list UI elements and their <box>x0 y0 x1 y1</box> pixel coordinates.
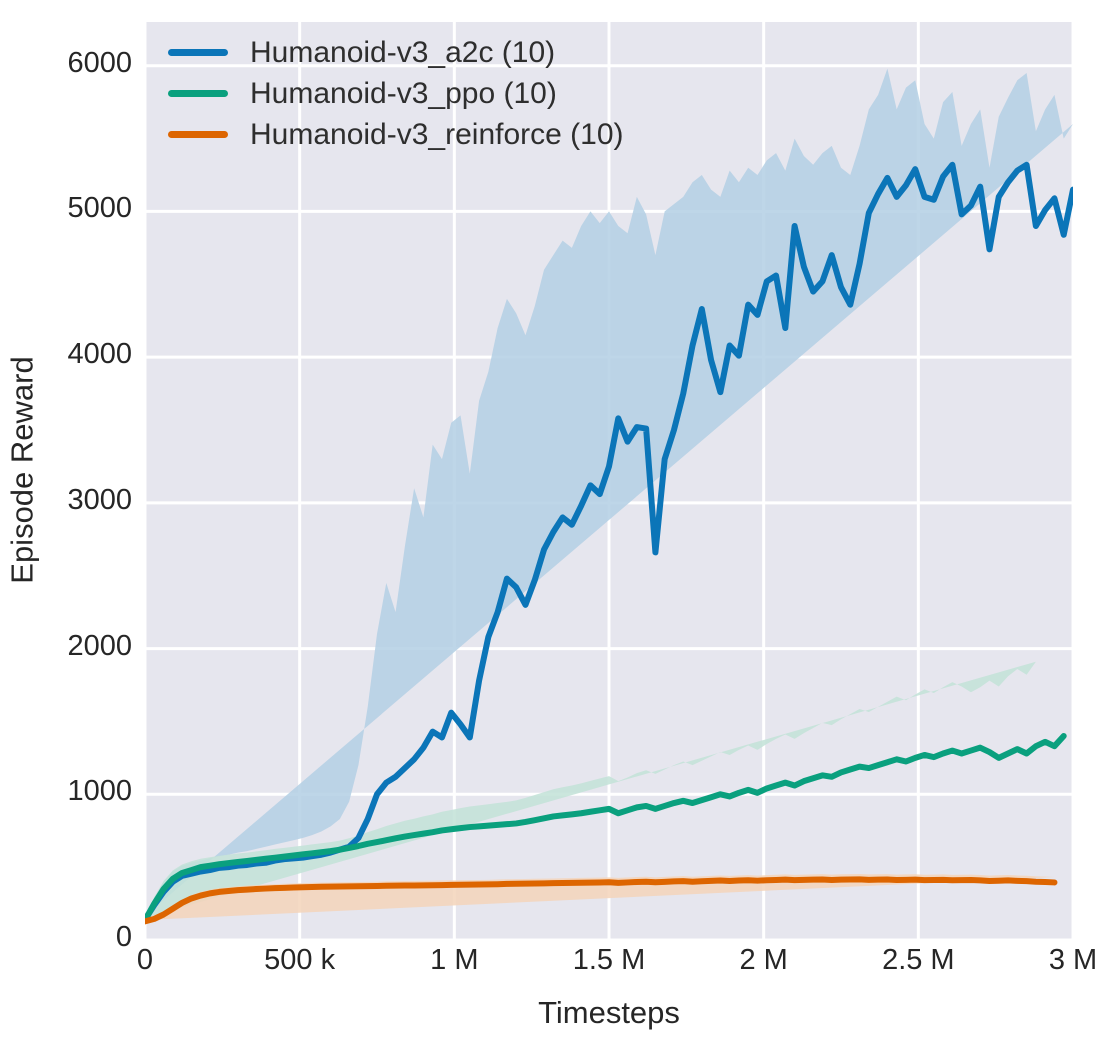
chart-legend: Humanoid-v3_a2c (10) Humanoid-v3_ppo (10)… <box>168 32 624 155</box>
legend-label: Humanoid-v3_ppo (10) <box>250 76 557 110</box>
x-axis-label-text: Timesteps <box>538 995 680 1030</box>
legend-item: Humanoid-v3_a2c (10) <box>168 32 588 73</box>
y-tick-label: 4000 <box>67 338 132 371</box>
legend-swatch-line-icon <box>168 131 228 138</box>
y-tick-label: 2000 <box>67 629 132 662</box>
y-tick-label: 0 <box>115 921 132 953</box>
y-tick-label: 6000 <box>67 46 132 79</box>
x-tick-label: 2 M <box>739 944 788 976</box>
x-axis-ticks: 0 500 k 1 M 1.5 M 2 M 2.5 M 3 M <box>0 944 1114 986</box>
y-axis-ticks: 0 1000 2000 3000 4000 5000 6000 <box>40 0 132 953</box>
legend-label: Humanoid-v3_a2c (10) <box>250 35 556 69</box>
x-tick-label: 0 <box>136 944 154 976</box>
series-line-2 <box>145 876 1058 925</box>
legend-item: Humanoid-v3_reinforce (10) <box>168 114 624 155</box>
y-axis-label-text: Episode Reward <box>5 356 40 584</box>
y-tick-label: 1000 <box>67 775 132 808</box>
x-tick-label: 3 M <box>1048 944 1098 976</box>
y-tick-label: 3000 <box>67 483 132 516</box>
chart-canvas <box>145 22 1073 940</box>
x-tick-label: 500 k <box>264 944 336 976</box>
series-line-0 <box>145 161 1073 923</box>
legend-item: Humanoid-v3_ppo (10) <box>168 73 588 114</box>
legend-label: Humanoid-v3_reinforce (10) <box>250 117 624 151</box>
plot-area <box>145 22 1073 940</box>
y-tick-label: 5000 <box>67 192 132 225</box>
series-line-1 <box>145 733 1067 924</box>
x-tick-label: 2.5 M <box>882 944 955 976</box>
y-axis-label: Episode Reward <box>0 0 46 940</box>
confidence-band-1 <box>145 661 1036 918</box>
x-tick-label: 1.5 M <box>572 944 646 976</box>
x-axis-label: Timesteps <box>145 995 1073 1031</box>
x-tick-label: 1 M <box>430 944 479 976</box>
legend-swatch-line-icon <box>168 49 228 56</box>
legend-swatch-line-icon <box>168 90 228 97</box>
